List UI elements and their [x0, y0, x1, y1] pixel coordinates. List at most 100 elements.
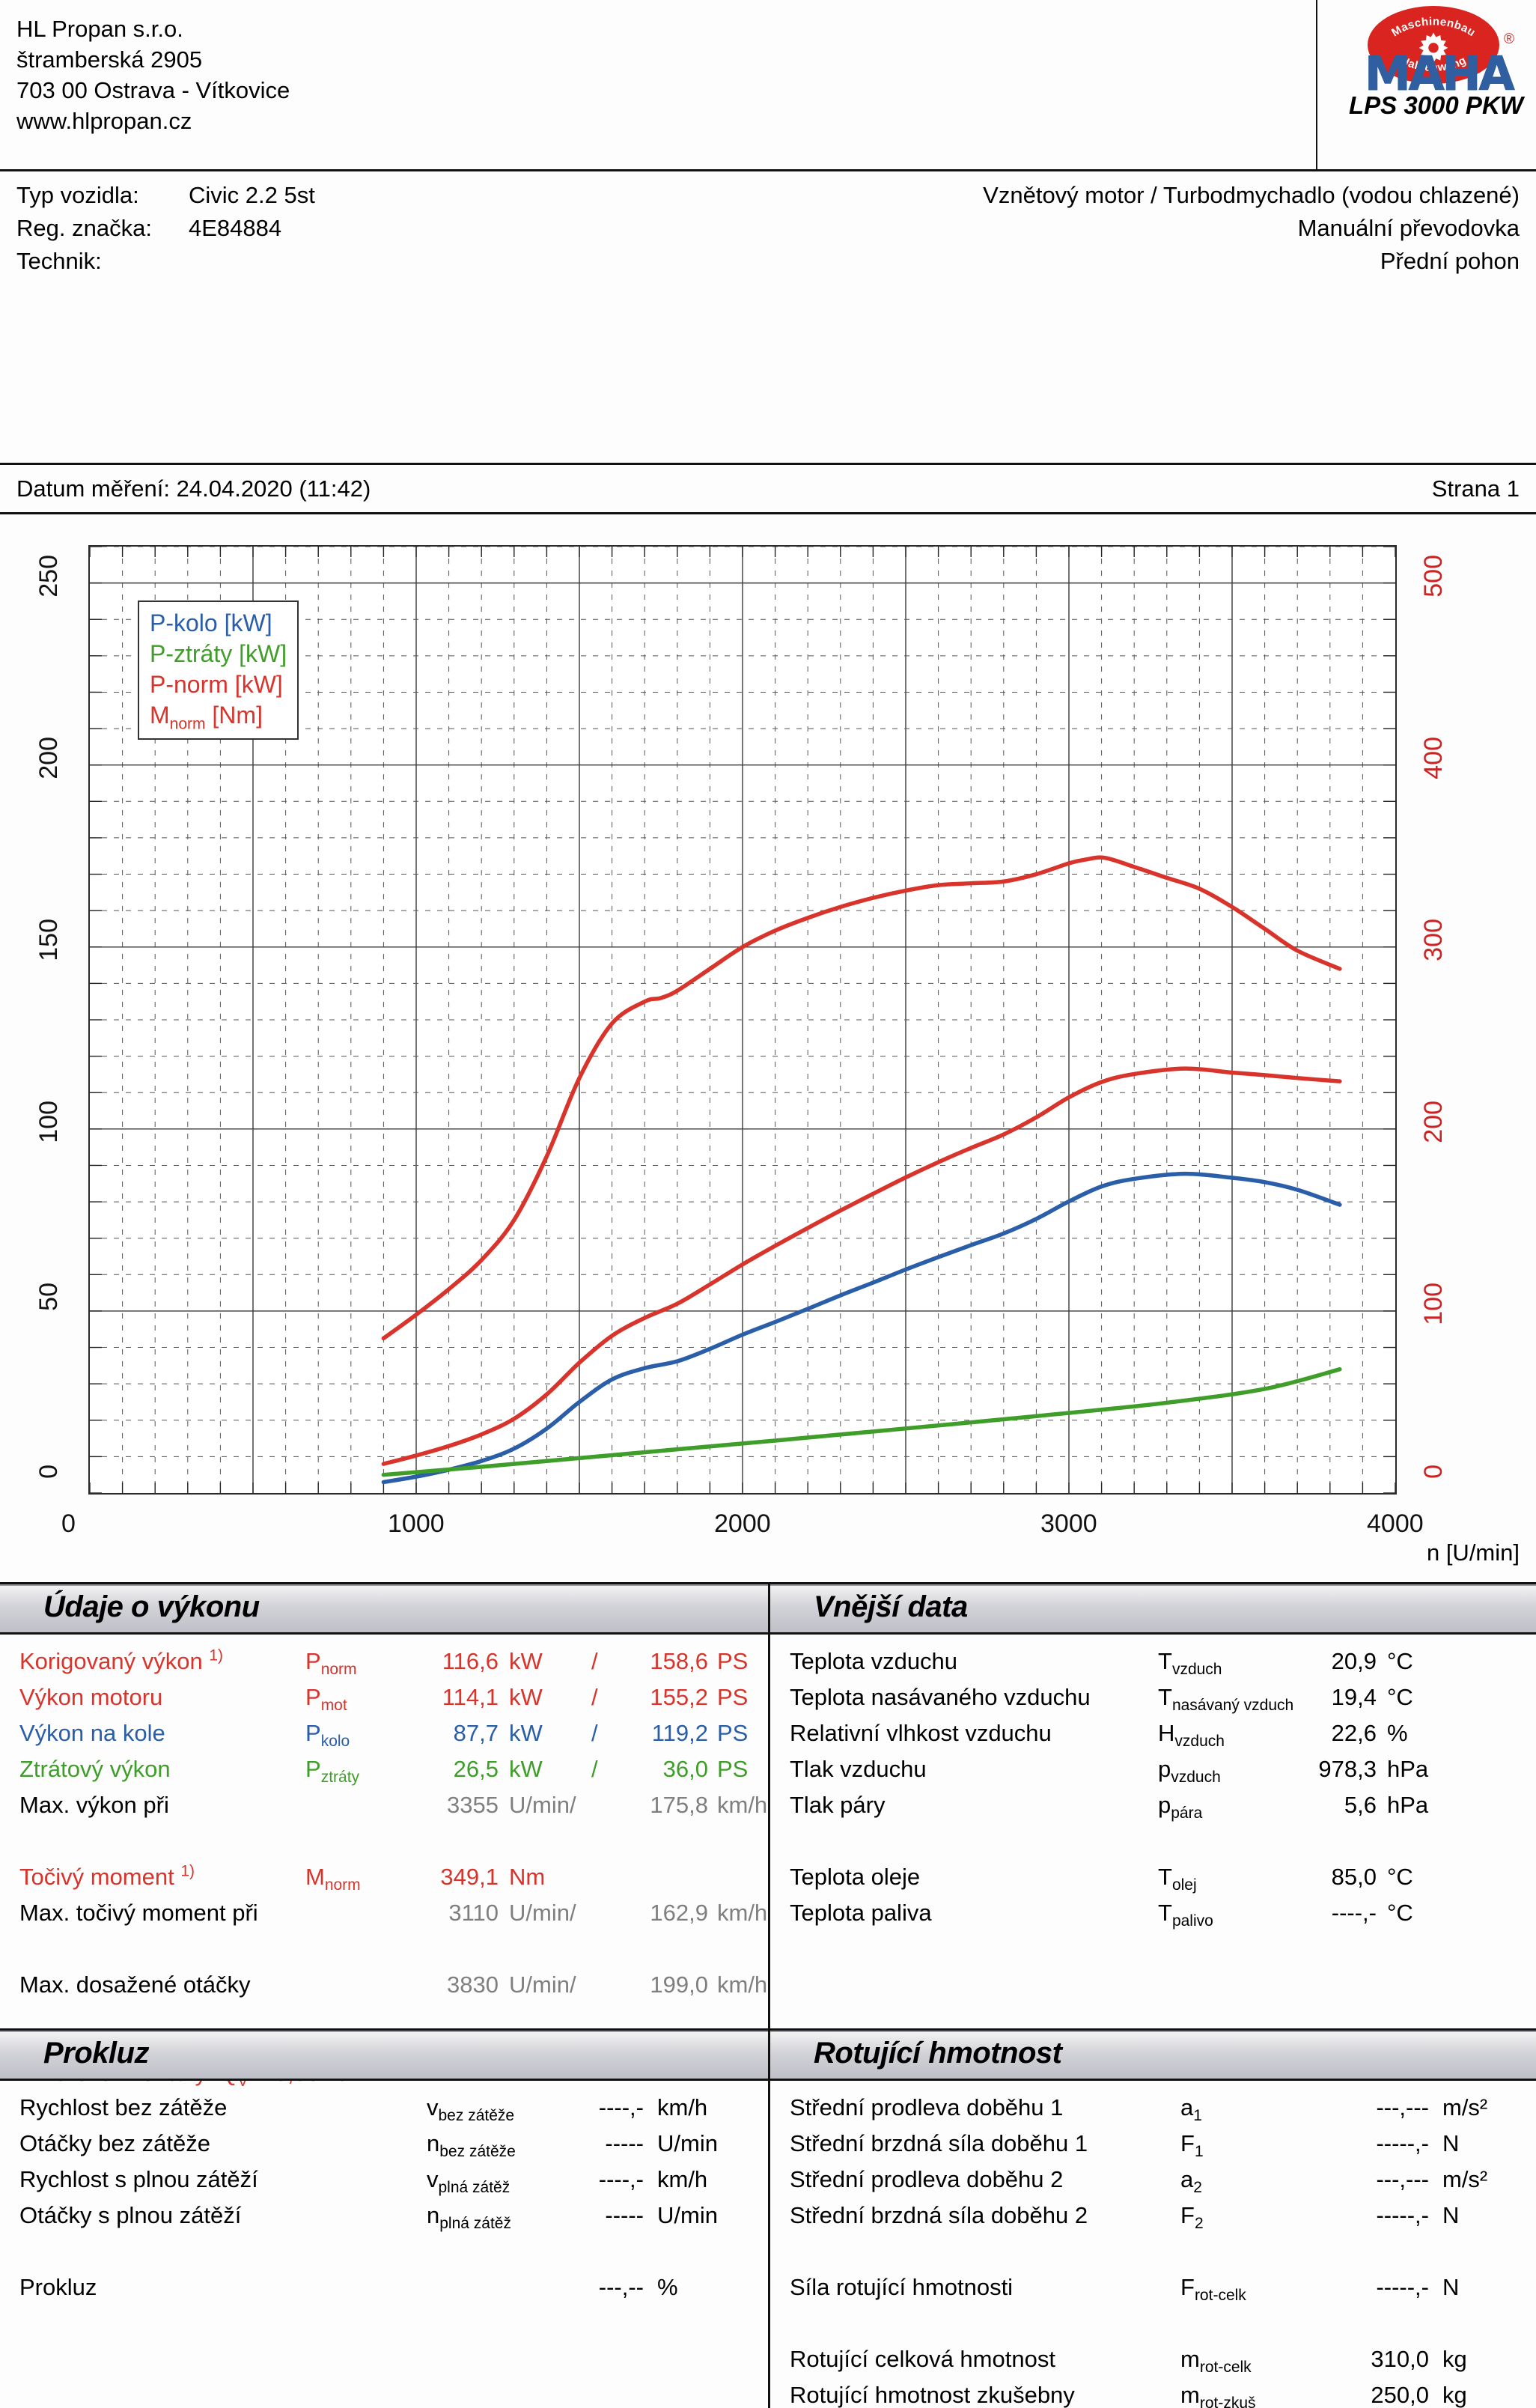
y2-tick-300: 300 — [1419, 918, 1448, 961]
legend-item-p-ztraty: P-ztráty [kW] — [150, 640, 287, 667]
row-label: Korigovaný výkon 1) — [19, 1647, 223, 1674]
row-unit: km/h — [657, 2166, 708, 2192]
rotmass-row: Střední brzdná síla doběhu 2 F2 -----,- N — [770, 2202, 1536, 2238]
row-value: ----- — [605, 2130, 644, 2156]
x-tick-2000: 2000 — [714, 1509, 771, 1538]
curve-p-ztráty — [381, 1366, 1342, 1477]
row-label: Střední brzdná síla doběhu 2 — [790, 2202, 1088, 2228]
row-value-1: 114,1 — [442, 1684, 499, 1710]
row-symbol: Tnasávaný vzduch — [1158, 1684, 1294, 1715]
y-tick-250: 250 — [34, 554, 63, 598]
x-tick-1000: 1000 — [388, 1509, 445, 1538]
row-label: Teplota oleje — [790, 1864, 921, 1890]
performance-row: Max. dosažené otáčky 3830 U/min/199,0 km/h — [0, 1971, 768, 2007]
vehicle-info: Typ vozidla: Civic 2.2 5st Reg. značka: … — [0, 182, 1536, 276]
row-label: Max. výkon při — [19, 1792, 169, 1818]
gear-icon — [1418, 32, 1448, 63]
row-symbol: Pmot — [305, 1684, 347, 1715]
legend-item-p-kolo: P-kolo [kW] — [150, 609, 272, 636]
row-unit: N — [1442, 2130, 1460, 2156]
rotmass-row: Střední prodleva doběhu 2 a2 ---,--- m/s² — [770, 2166, 1536, 2202]
row-symbol: Pztráty — [305, 1756, 360, 1787]
performance-row: Ztrátový výkon Pztráty 26,5 kW / 36,0 PS — [0, 1756, 768, 1792]
row-value-1: 349,1 — [440, 1864, 499, 1890]
row-unit-1: kW — [509, 1756, 543, 1782]
performance-row — [0, 1936, 768, 1971]
performance-table: Korigovaný výkon 1) Pnorm 116,6 kW/158,6 PS V… — [0, 1635, 768, 2096]
ambient-row: Teplota paliva Tpalivo ----,- °C — [770, 1900, 1536, 1936]
y-tick-100: 100 — [34, 1100, 63, 1143]
row-label: Točivý moment 1) — [19, 1862, 195, 1890]
row-value-1: 3830 — [447, 1971, 499, 1998]
row-value-2: 175,8 — [650, 1792, 708, 1818]
engine-type: Vznětový motor / Turbodmychadlo (vodou c… — [983, 182, 1520, 208]
row-value-2: 158,6 — [650, 1648, 708, 1674]
row-value-2: 36,0 — [662, 1756, 708, 1782]
y-tick-150: 150 — [34, 918, 63, 961]
row-symbol: F1 — [1180, 2130, 1204, 2161]
row-symbol: F2 — [1180, 2202, 1204, 2233]
row-symbol: ppára — [1158, 1792, 1203, 1822]
row-symbol: a2 — [1180, 2166, 1202, 2197]
row-unit: hPa — [1387, 1756, 1429, 1782]
row-unit-2: PS — [717, 1684, 749, 1710]
performance-title: Údaje o výkonu — [43, 1590, 260, 1623]
ambient-section-header: Vnější data — [770, 1584, 1536, 1635]
row-value: 20,9 — [1331, 1648, 1377, 1674]
logo-curved-text: Maschinenbau Haldenwang — [1389, 15, 1478, 74]
company-street: štramberská 2905 — [16, 46, 203, 73]
row-unit: N — [1442, 2274, 1460, 2300]
row-label: Tlak páry — [790, 1792, 886, 1818]
row-unit: % — [657, 2274, 678, 2300]
date-bottom-rule — [0, 512, 1536, 514]
row-symbol: Mnorm — [305, 1864, 361, 1894]
row-unit: °C — [1387, 1900, 1413, 1926]
row-unit-1: kW — [509, 1720, 543, 1746]
vehicle-plate-value: 4E84884 — [189, 215, 282, 241]
ambient-row: Tlak páry ppára 5,6 hPa — [770, 1792, 1536, 1828]
row-unit: m/s² — [1442, 2094, 1488, 2120]
row-value: 5,6 — [1344, 1792, 1377, 1818]
row-label: Výkon motoru — [19, 1684, 163, 1710]
row-symbol: vbez zátěže — [427, 2094, 515, 2125]
ambient-section: Vnější data Teplota vzduchu Tvzduch 20,9 °C… — [770, 1584, 1536, 1936]
row-label: Prokluz — [19, 2274, 97, 2300]
row-label: Síla rotující hmotnosti — [790, 2274, 1014, 2300]
row-unit-1: U/min/ — [509, 1792, 576, 1818]
row-value-2: 162,9 — [650, 1900, 708, 1926]
row-value-1: 3110 — [448, 1900, 499, 1926]
measurement-date-row: Datum měření: 24.04.2020 (11:42) Strana … — [0, 465, 1536, 513]
y2-tick-400: 400 — [1419, 736, 1448, 779]
row-value: 22,6 — [1331, 1720, 1377, 1746]
row-unit-2: km/h — [717, 1792, 768, 1818]
maha-logo: Maschinenbau Haldenwang MAHA ® — [1344, 4, 1523, 136]
row-symbol: mrot-zkuš — [1180, 2382, 1256, 2408]
row-label: Otáčky bez zátěže — [19, 2130, 211, 2156]
row-value-2: 155,2 — [650, 1684, 708, 1710]
row-value: 19,4 — [1331, 1684, 1377, 1710]
row-symbol: Tpalivo — [1158, 1900, 1213, 1930]
row-symbol: mrot-celk — [1180, 2346, 1252, 2377]
performance-row: Točivý moment 1) Mnorm 349,1 Nm — [0, 1864, 768, 1900]
row-unit: hPa — [1387, 1792, 1429, 1818]
rotmass-row: Rotující hmotnost zkušebny mrot-zkuš 250,0… — [770, 2382, 1536, 2408]
ambient-row: Teplota vzduchu Tvzduch 20,9 °C — [770, 1648, 1536, 1684]
ambient-row — [770, 1828, 1536, 1864]
row-label: Max. dosažené otáčky — [19, 1971, 251, 1998]
technician-label: Technik: — [16, 248, 102, 274]
row-value: ----,- — [598, 2166, 644, 2192]
ambient-row: Tlak vzduchu pvzduch 978,3 hPa — [770, 1756, 1536, 1792]
ambient-row: Relativní vlhkost vzduchu Hvzduch 22,6% — [770, 1720, 1536, 1756]
perf-top-rule — [0, 1582, 1536, 1584]
rotmass-section-header: Rotující hmotnost — [770, 2031, 1536, 2081]
slip-section: Prokluz Rychlost bez zátěže vbez zátěže --… — [0, 2031, 768, 2310]
slip-title: Prokluz — [43, 2037, 149, 2070]
row-label: Ztrátový výkon — [19, 1756, 171, 1782]
row-symbol: Frot-celk — [1180, 2274, 1246, 2305]
row-unit: m/s² — [1442, 2166, 1488, 2192]
row-value: ----- — [605, 2202, 644, 2228]
performance-row: Korigovaný výkon 1) Pnorm 116,6 kW / 158,6 PS — [0, 1648, 768, 1684]
rotmass-section: Rotující hmotnost Střední prodleva doběh… — [770, 2031, 1536, 2408]
ambient-row: Teplota nasávaného vzduchu Tnasávaný vzdu… — [770, 1684, 1536, 1720]
performance-row: Max. točivý moment při 3110 U/min/162,9 km/… — [0, 1900, 768, 1936]
